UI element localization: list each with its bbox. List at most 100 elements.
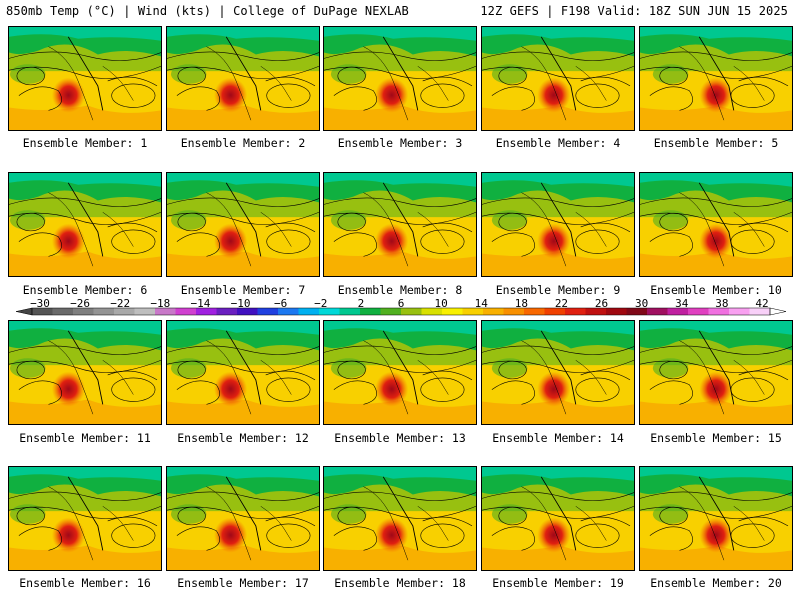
ensemble-panel bbox=[481, 466, 635, 571]
colorbar-tick-label: 6 bbox=[397, 297, 405, 310]
ensemble-member-label: Ensemble Member: 17 bbox=[177, 576, 309, 590]
colorbar-max-arrow bbox=[769, 307, 787, 316]
ensemble-member-label: Ensemble Member: 12 bbox=[177, 431, 309, 445]
ensemble-panel bbox=[481, 320, 635, 425]
ensemble-panel bbox=[166, 320, 320, 425]
ensemble-member-label: Ensemble Member: 1 bbox=[22, 136, 148, 150]
colorbar-tick-label: 14 bbox=[474, 297, 488, 310]
colorbar-swatch bbox=[462, 308, 484, 315]
ensemble-panel bbox=[8, 320, 162, 425]
ensemble-member-label: Ensemble Member: 4 bbox=[495, 136, 621, 150]
colorbar-swatch bbox=[52, 308, 74, 315]
ensemble-panel bbox=[639, 320, 793, 425]
colorbar-tick-label: 30 bbox=[635, 297, 649, 310]
ensemble-panel bbox=[8, 466, 162, 571]
colorbar-tick-label: 38 bbox=[715, 297, 729, 310]
ensemble-member-label: Ensemble Member: 18 bbox=[334, 576, 466, 590]
colorbar-swatch bbox=[237, 308, 258, 315]
colorbar-swatch bbox=[134, 308, 156, 315]
colorbar-tick-label: −26 bbox=[70, 297, 91, 310]
colorbar-tick-label: −14 bbox=[190, 297, 211, 310]
ensemble-panel bbox=[481, 172, 635, 277]
colorbar-swatch bbox=[380, 308, 402, 315]
ensemble-panel bbox=[8, 172, 162, 277]
colorbar-tick-label: −2 bbox=[314, 297, 328, 310]
colorbar-swatch bbox=[319, 308, 340, 315]
colorbar-swatch bbox=[360, 308, 381, 315]
ensemble-panel bbox=[481, 26, 635, 131]
colorbar-tick-label: −10 bbox=[230, 297, 251, 310]
map-title: 850mb Temp (°C) | Wind (kts) | College o… bbox=[6, 4, 409, 18]
colorbar-swatch bbox=[257, 308, 279, 315]
ensemble-member-label: Ensemble Member: 20 bbox=[650, 576, 782, 590]
ensemble-panel bbox=[323, 172, 477, 277]
colorbar-swatch bbox=[503, 308, 525, 315]
ensemble-panel bbox=[639, 466, 793, 571]
ensemble-panel bbox=[323, 320, 477, 425]
ensemble-member-label: Ensemble Member: 7 bbox=[180, 283, 306, 297]
ensemble-panel bbox=[639, 172, 793, 277]
colorbar-swatch bbox=[216, 308, 238, 315]
colorbar-tick-label: 42 bbox=[755, 297, 769, 310]
ensemble-panel bbox=[166, 26, 320, 131]
colorbar-tick-label: −30 bbox=[30, 297, 50, 310]
ensemble-member-label: Ensemble Member: 11 bbox=[19, 431, 151, 445]
colorbar-frame bbox=[31, 307, 771, 316]
ensemble-panel bbox=[8, 26, 162, 131]
colorbar-swatch bbox=[278, 308, 299, 315]
ensemble-panel bbox=[639, 26, 793, 131]
colorbar-swatch bbox=[155, 308, 176, 315]
colorbar-swatch bbox=[708, 308, 730, 315]
colorbar-tick-label: 34 bbox=[675, 297, 689, 310]
colorbar-swatch bbox=[401, 308, 422, 315]
colorbar-tick-label: 2 bbox=[357, 297, 365, 310]
model-run-info: 12Z GEFS | F198 Valid: 18Z SUN JUN 15 20… bbox=[480, 4, 788, 18]
colorbar-swatch bbox=[585, 308, 607, 315]
ensemble-member-label: Ensemble Member: 6 bbox=[22, 283, 148, 297]
ensemble-member-label: Ensemble Member: 10 bbox=[650, 283, 782, 297]
colorbar-swatch bbox=[442, 308, 463, 315]
ensemble-member-label: Ensemble Member: 16 bbox=[19, 576, 151, 590]
colorbar-swatch bbox=[73, 308, 94, 315]
ensemble-member-label: Ensemble Member: 14 bbox=[492, 431, 624, 445]
colorbar-swatch bbox=[667, 308, 689, 315]
ensemble-member-label: Ensemble Member: 19 bbox=[492, 576, 624, 590]
colorbar-swatch bbox=[93, 308, 115, 315]
colorbar-tick-label: 10 bbox=[434, 297, 448, 310]
ensemble-member-label: Ensemble Member: 5 bbox=[653, 136, 779, 150]
ensemble-panel bbox=[166, 172, 320, 277]
colorbar-swatch bbox=[729, 308, 750, 315]
colorbar-swatch bbox=[298, 308, 320, 315]
colorbar-swatch bbox=[196, 308, 217, 315]
colorbar-tick-label: −6 bbox=[274, 297, 288, 310]
colorbar-swatch bbox=[524, 308, 545, 315]
colorbar-swatch bbox=[339, 308, 361, 315]
colorbar-swatch bbox=[175, 308, 197, 315]
ensemble-member-label: Ensemble Member: 3 bbox=[337, 136, 463, 150]
colorbar-swatch bbox=[32, 308, 53, 315]
colorbar-swatch bbox=[421, 308, 443, 315]
colorbar-swatch bbox=[483, 308, 504, 315]
ensemble-member-label: Ensemble Member: 9 bbox=[495, 283, 621, 297]
ensemble-member-label: Ensemble Member: 13 bbox=[334, 431, 466, 445]
ensemble-panel bbox=[166, 466, 320, 571]
colorbar-swatch bbox=[688, 308, 709, 315]
ensemble-member-label: Ensemble Member: 2 bbox=[180, 136, 306, 150]
colorbar-tick-label: 26 bbox=[594, 297, 609, 310]
ensemble-member-label: Ensemble Member: 8 bbox=[337, 283, 463, 297]
ensemble-panel bbox=[323, 26, 477, 131]
ensemble-panel bbox=[323, 466, 477, 571]
colorbar-swatch bbox=[647, 308, 668, 315]
colorbar-tick-label: −18 bbox=[150, 297, 171, 310]
colorbar-tick-label: 18 bbox=[514, 297, 528, 310]
colorbar-swatch bbox=[606, 308, 627, 315]
colorbar-swatch bbox=[565, 308, 586, 315]
colorbar-swatch bbox=[544, 308, 566, 315]
colorbar-swatch bbox=[749, 308, 771, 315]
temperature-colorbar bbox=[15, 307, 787, 316]
colorbar-swatch bbox=[626, 308, 648, 315]
colorbar-tick-label: −22 bbox=[110, 297, 131, 310]
colorbar-swatch bbox=[114, 308, 135, 315]
colorbar-tick-label: 22 bbox=[554, 297, 569, 310]
ensemble-member-label: Ensemble Member: 15 bbox=[650, 431, 782, 445]
